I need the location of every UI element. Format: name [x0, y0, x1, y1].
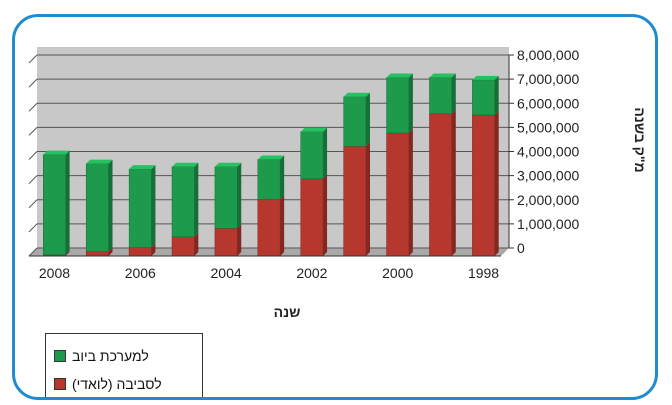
bar-segment [301, 179, 323, 256]
bar-side [323, 128, 327, 179]
bar-segment [172, 237, 194, 256]
bar-segment [301, 132, 323, 179]
bar-side [323, 175, 327, 256]
x-axis-ticks: 1998 2000 2002 2004 2006 2008 [29, 256, 501, 281]
bar-segment [215, 228, 237, 256]
bar-top [301, 128, 327, 132]
y-tick-label: 8,000,000 [517, 47, 579, 63]
gridline-depth [29, 200, 37, 208]
chart-frame: 0 1,000,000 2,000,000 3,000,000 4,000,000 5,0… [12, 14, 658, 400]
gridline-depth [29, 127, 37, 135]
gridline-depth [29, 79, 37, 87]
bar-segment [129, 169, 151, 247]
bar-top [258, 156, 284, 160]
bar-segment [86, 252, 108, 256]
bar-segment [258, 199, 280, 256]
bar-segment [472, 80, 494, 115]
y-tick-label: 4,000,000 [517, 144, 579, 160]
bar-segment [258, 160, 280, 200]
bar-side [109, 160, 113, 252]
bar-side [151, 165, 155, 247]
bar-side [409, 129, 413, 256]
bar-top [344, 93, 370, 97]
y-axis-ticks: 0 1,000,000 2,000,000 3,000,000 4,000,000 5,0… [509, 47, 579, 256]
bar-segment [344, 97, 366, 146]
bar-top [129, 165, 155, 169]
x-tick-label: 1998 [468, 265, 499, 281]
bar-segment [215, 167, 237, 229]
legend-item-environment: לסביבה (לואדי) [54, 376, 162, 392]
bar-top [215, 163, 241, 167]
gridline-depth [29, 152, 37, 160]
bar-segment [387, 77, 409, 132]
legend-label-sewage: למערכת ביוב [72, 348, 149, 364]
bar-side [409, 73, 413, 132]
y-tick-label: 6,000,000 [517, 95, 579, 111]
bar-side [495, 76, 499, 115]
y-axis-title: מ"ק בשנה [632, 107, 648, 172]
bar-side [366, 93, 370, 146]
y-tick-label: 2,000,000 [517, 192, 579, 208]
bar-segment [344, 146, 366, 256]
bar-top [86, 160, 112, 164]
bar-segment [387, 133, 409, 256]
gridline-depth [29, 103, 37, 111]
y-tick-label: 3,000,000 [517, 168, 579, 184]
bar-side [66, 151, 70, 255]
bar-top [429, 73, 455, 77]
bar-segment [429, 77, 451, 113]
bar-side [194, 163, 198, 237]
x-tick-label: 2000 [382, 265, 413, 281]
x-tick-label: 2004 [211, 265, 242, 281]
y-tick-label: 1,000,000 [517, 216, 579, 232]
x-axis-title: שנה [274, 304, 301, 320]
bar-top [387, 73, 413, 77]
bar-side [194, 233, 198, 256]
gridline-depth [29, 176, 37, 184]
bar-side [366, 142, 370, 256]
legend: למערכת ביוב לסביבה (לואדי) [45, 333, 203, 400]
bar-side [237, 224, 241, 256]
bar-top [43, 151, 69, 155]
gridline-depth [29, 55, 37, 63]
legend-item-sewage: למערכת ביוב [54, 348, 149, 364]
bar-segment [86, 164, 108, 252]
x-tick-label: 2008 [39, 265, 70, 281]
y-tick-label: 5,000,000 [517, 119, 579, 135]
bar-top [472, 76, 498, 80]
bar-side [495, 111, 499, 256]
bar-segment [429, 114, 451, 256]
bar-side [452, 73, 456, 113]
gridline-depth [29, 224, 37, 232]
bar-segment [472, 115, 494, 256]
legend-label-environment: לסביבה (לואדי) [72, 376, 162, 392]
y-tick-label: 0 [517, 240, 525, 256]
bar-segment [129, 248, 151, 256]
bar-side [280, 195, 284, 256]
bar-segment [43, 155, 65, 255]
bar-side [452, 110, 456, 256]
bar-side [280, 156, 284, 200]
y-tick-label: 7,000,000 [517, 71, 579, 87]
bar-segment [172, 167, 194, 237]
legend-swatch-environment [54, 378, 66, 390]
bar-side [237, 163, 241, 229]
x-tick-label: 2006 [125, 265, 156, 281]
legend-swatch-sewage [54, 350, 66, 362]
x-tick-label: 2002 [296, 265, 327, 281]
bar-top [172, 163, 198, 167]
